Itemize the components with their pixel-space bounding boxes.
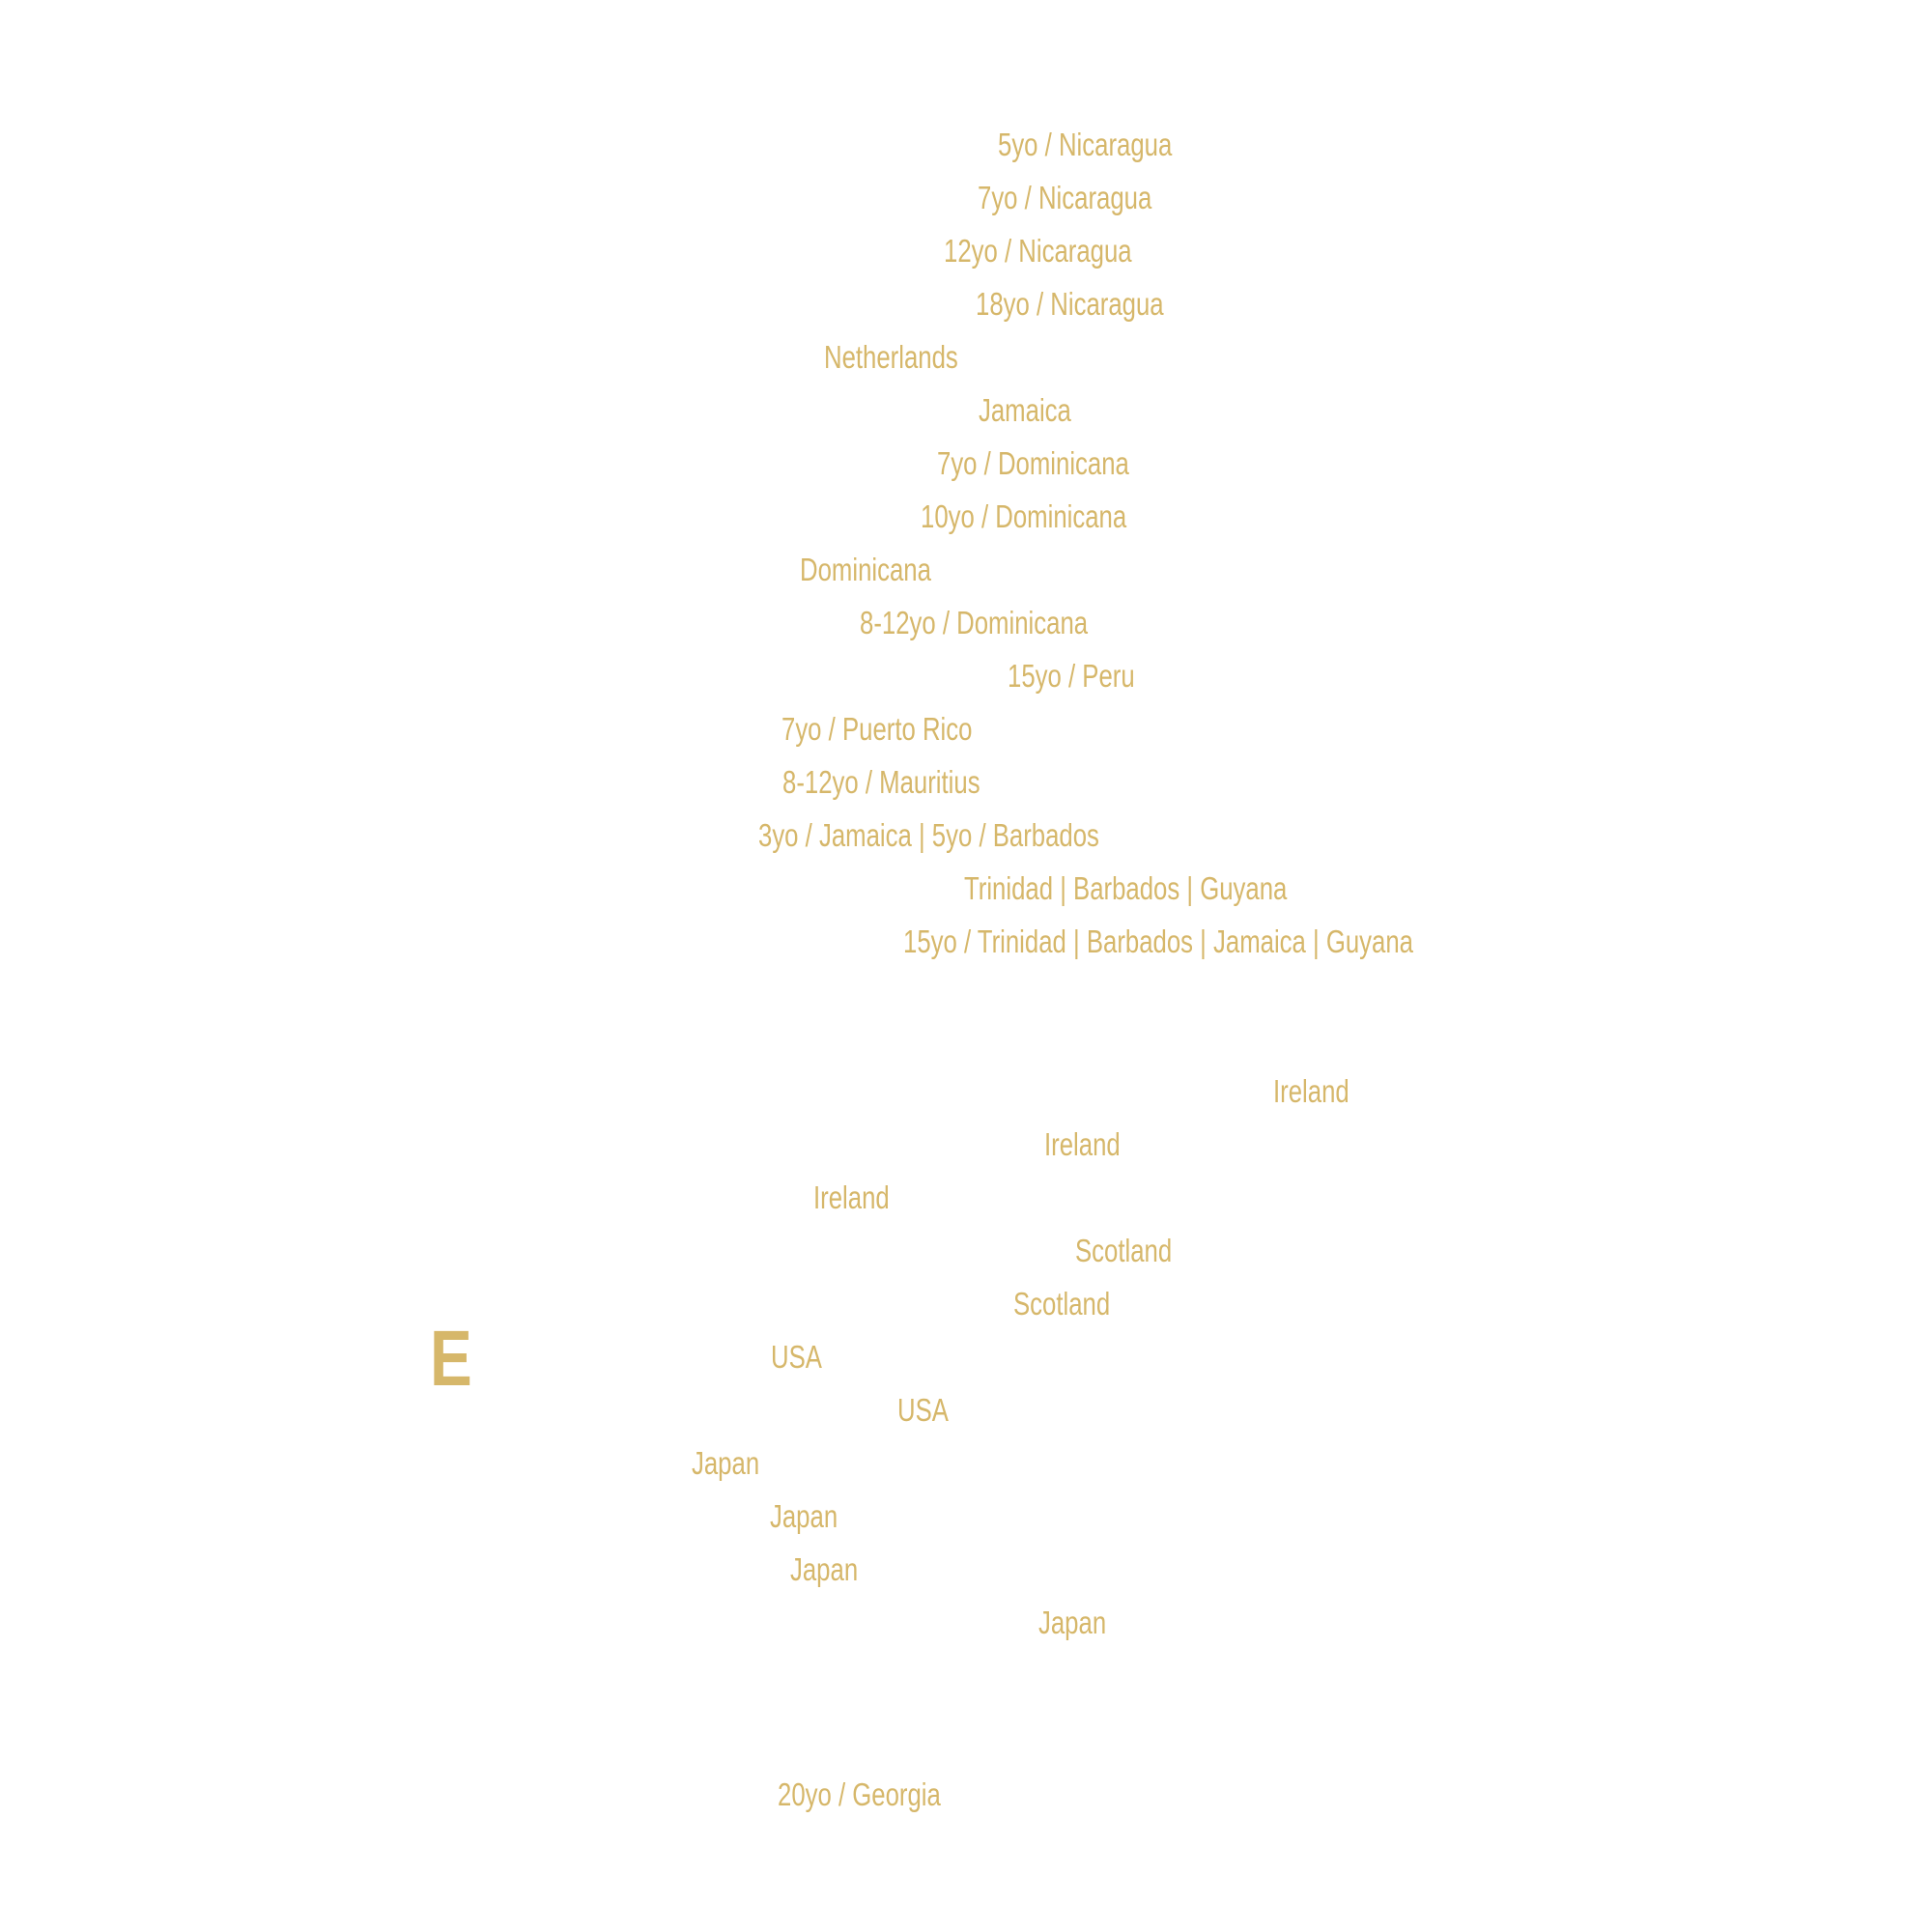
rum-origin-5: Netherlands [824,339,958,375]
whiskey-origin-10: Japan [790,1551,859,1587]
whiskey-origin-7: USA [897,1392,949,1428]
whiskey-section-letter: E [430,1315,472,1403]
rum-origin-6: Jamaica [979,392,1071,428]
rum-origin-3: 12yo / Nicaragua [944,233,1132,269]
whiskey-origin-5: Scotland [1013,1286,1111,1321]
rum-origin-14: 3yo / Jamaica | 5yo / Barbados [758,817,1099,853]
rum-origin-10: 8-12yo / Dominicana [860,605,1089,640]
whiskey-origin-1: Ireland [1273,1073,1350,1109]
rum-origin-9: Dominicana [800,552,931,587]
rum-origin-15: Trinidad | Barbados | Guyana [964,870,1288,906]
rum-origin-7: 7yo / Dominicana [937,445,1129,481]
brandy-origin-1: 20yo / Georgia [778,1776,941,1812]
rum-origin-1: 5yo / Nicaragua [998,127,1173,162]
whiskey-origin-2: Ireland [1044,1126,1121,1162]
whiskey-origin-11: Japan [1038,1605,1107,1640]
whiskey-origin-9: Japan [770,1498,838,1534]
rum-origin-12: 7yo / Puerto Rico [781,711,973,747]
whiskey-origin-8: Japan [692,1445,760,1481]
rum-origin-13: 8-12yo / Mauritius [782,764,980,800]
rum-origin-2: 7yo / Nicaragua [978,180,1152,215]
whiskey-origin-3: Ireland [813,1179,890,1215]
rum-origin-8: 10yo / Dominicana [921,498,1127,534]
rum-origin-4: 18yo / Nicaragua [976,286,1164,322]
rum-origin-16: 15yo / Trinidad | Barbados | Jamaica | G… [903,923,1413,959]
whiskey-origin-6: USA [771,1339,822,1375]
whiskey-origin-4: Scotland [1075,1233,1173,1268]
rum-origin-11: 15yo / Peru [1008,658,1135,694]
